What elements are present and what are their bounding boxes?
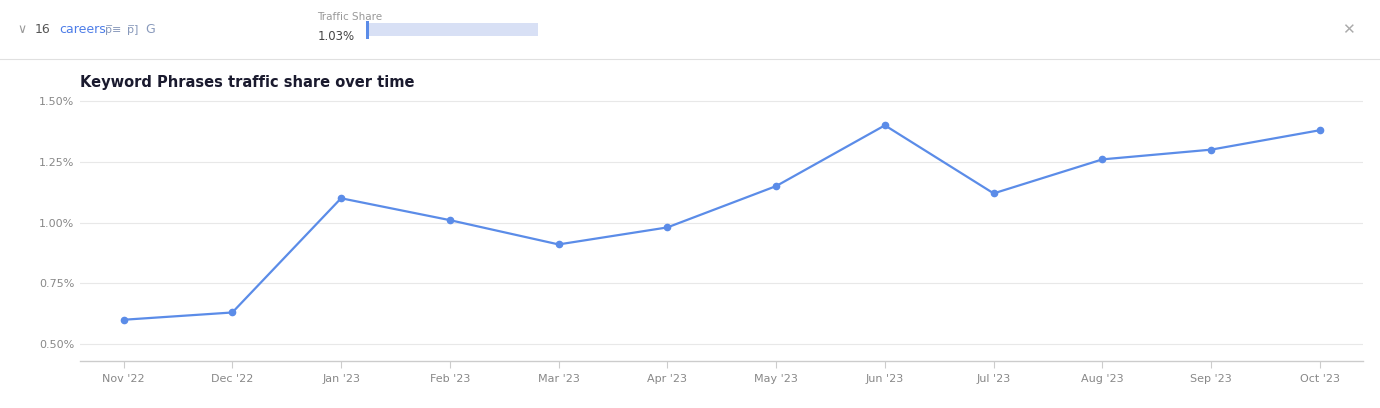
Text: careers: careers [59,23,106,36]
Text: 16: 16 [34,23,51,36]
Text: Keyword Phrases traffic share over time: Keyword Phrases traffic share over time [80,75,414,91]
Text: Traffic Share: Traffic Share [317,12,382,22]
Text: ✕: ✕ [1341,22,1355,37]
Text: p̅≡: p̅≡ [105,24,121,35]
Text: 1.03%: 1.03% [317,31,355,43]
Text: ∨: ∨ [18,23,26,36]
Text: p̅]: p̅] [127,24,138,35]
Bar [368,23,538,36]
Text: G: G [145,23,156,36]
Bar [366,20,368,39]
